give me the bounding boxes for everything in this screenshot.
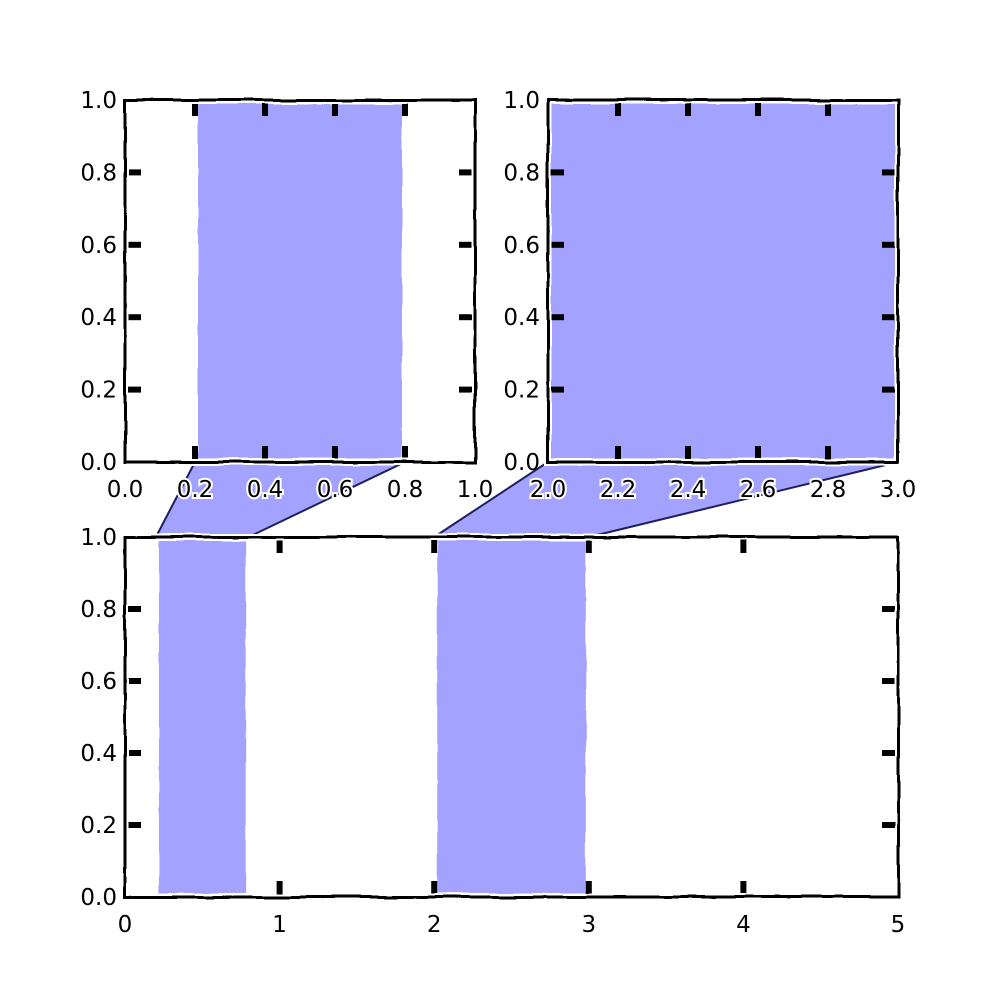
y-tick-label-top-left-3: 0.6 — [80, 233, 117, 259]
y-tick-label-top-right-4: 0.8 — [503, 160, 540, 186]
axes-bottom: 0 1 2 3 4 5 0.0 0.2 0.4 0.6 0.8 1.0 — [80, 525, 907, 940]
x-tick-label-top-left-5: 1.0 — [457, 477, 494, 503]
y-tick-label-top-left-4: 0.8 — [80, 160, 117, 186]
x-tick-label-top-left-0: 0.0 — [107, 477, 144, 503]
y-tick-label-top-right-3: 0.6 — [503, 233, 540, 259]
x-tick-label-bottom-0: 0 — [118, 912, 133, 938]
x-tick-label-top-right-4: 2.8 — [810, 477, 847, 503]
axes-layer: 0.0 0.2 0.4 0.6 0.8 1.00.00.20.40.60.81.02.0 2… — [80, 88, 918, 940]
x-tick-label-top-right-3: 2.6 — [740, 477, 777, 503]
y-tick-label-top-right-0: 0.0 — [503, 450, 540, 476]
x-tick-label-bottom-4: 4 — [736, 912, 751, 938]
x-tick-label-bottom-1: 1 — [272, 912, 287, 938]
y-tick-label-bottom-3: 0.6 — [80, 669, 117, 695]
span-top-left-1 — [196, 102, 404, 460]
y-tick-label-top-left-2: 0.4 — [80, 305, 117, 331]
y-tick-label-bottom-5: 1.0 — [80, 525, 117, 551]
axes-top-right: 2.0 2.2 2.4 2.6 2.8 3.0 0.0 0.2 0.4 0.6 0.8 1.0 — [503, 88, 918, 505]
zoom-connector-edge-right-1 — [248, 461, 406, 538]
y-tick-label-top-left-5: 1.0 — [80, 88, 117, 114]
x-tick-label-top-left-4: 0.8 — [387, 477, 424, 503]
span-bottom-1 — [156, 539, 248, 895]
zoom-connector-edge-left-1 — [155, 461, 196, 538]
y-tick-label-bottom-2: 0.4 — [80, 741, 117, 767]
frame-top-left — [123, 98, 477, 464]
y-tick-label-top-right-1: 0.2 — [503, 378, 540, 404]
span-top-right-1 — [549, 102, 897, 460]
x-tick-label-top-left-3: 0.6 — [317, 477, 354, 503]
x-tick-label-bottom-2: 2 — [427, 912, 442, 938]
y-tick-label-top-right-5: 1.0 — [503, 88, 540, 114]
frame-bottom — [123, 535, 900, 899]
y-tick-label-top-right-2: 0.4 — [503, 305, 540, 331]
y-tick-label-bottom-4: 0.8 — [80, 597, 117, 623]
x-tick-label-bottom-5: 5 — [891, 912, 906, 938]
x-tick-label-top-right-5: 3.0 — [880, 477, 917, 503]
zoom-connector-edge-right-2 — [588, 461, 899, 538]
y-tick-label-bottom-1: 0.2 — [80, 813, 117, 839]
connector-layer — [155, 461, 899, 538]
y-tick-label-top-left-1: 0.2 — [80, 378, 117, 404]
axes-top-left: 0.0 0.2 0.4 0.6 0.8 1.0 0.0 0.2 0.4 0.6 0.8 1.0 — [80, 88, 495, 505]
y-tick-label-top-left-0: 0.0 — [80, 450, 117, 476]
x-tick-label-top-right-1: 2.2 — [600, 477, 637, 503]
span-bottom-2 — [435, 539, 588, 895]
x-tick-label-bottom-3: 3 — [581, 912, 596, 938]
zoom-connector-2 — [434, 462, 898, 537]
x-tick-label-top-left-1: 0.2 — [177, 477, 214, 503]
x-tick-label-top-right-0: 2.0 — [530, 477, 567, 503]
frame-top-right — [546, 98, 900, 464]
zoom-connector-1 — [155, 462, 405, 537]
x-tick-label-top-right-2: 2.4 — [670, 477, 707, 503]
x-tick-label-top-left-2: 0.4 — [247, 477, 284, 503]
y-tick-label-bottom-0: 0.0 — [80, 885, 117, 911]
zoom-connector-edge-left-2 — [433, 461, 549, 538]
